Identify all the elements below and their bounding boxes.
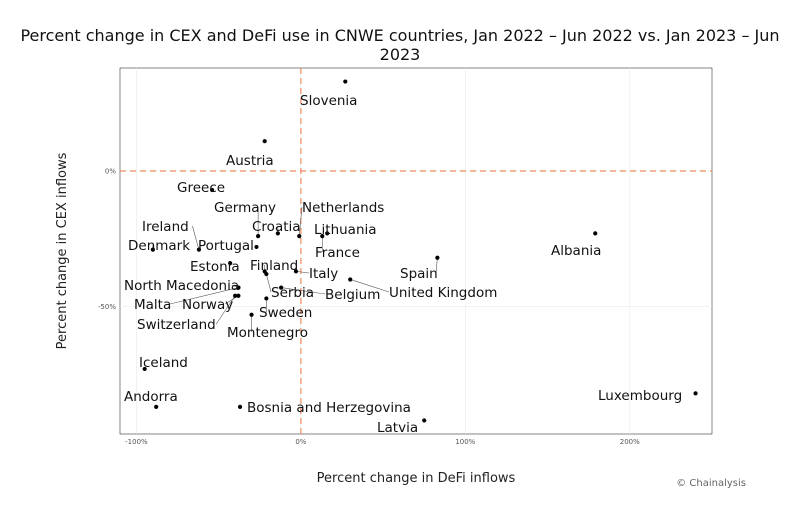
point-lithuania	[325, 231, 330, 236]
point-label-finland: Finland	[250, 258, 298, 274]
point-label-serbia: Serbia	[271, 285, 314, 301]
point-label-bosnia-and-herzegovina: Bosnia and Herzegovina	[247, 400, 411, 416]
point-label-latvia: Latvia	[377, 420, 418, 436]
point-label-spain: Spain	[400, 266, 438, 282]
point-label-luxembourg: Luxembourg	[598, 388, 682, 404]
x-tick-label: -100%	[125, 438, 148, 446]
leader-line-italy	[295, 271, 310, 274]
point-label-portugal: Portugal	[198, 238, 254, 254]
x-tick-label: 0%	[295, 438, 306, 446]
point-label-greece: Greece	[177, 180, 225, 196]
point-label-slovenia: Slovenia	[300, 93, 357, 109]
leader-line-spain	[435, 257, 438, 274]
y-tick-label: -50%	[98, 303, 116, 311]
point-spain	[435, 255, 440, 260]
leader-line-netherlands	[298, 206, 303, 237]
point-label-estonia: Estonia	[190, 259, 240, 275]
point-andorra	[154, 404, 159, 409]
point-label-montenegro: Montenegro	[227, 325, 308, 341]
point-malta	[236, 285, 241, 290]
point-netherlands	[297, 233, 302, 239]
point-portugal	[254, 244, 259, 250]
x-tick-label: 100%	[455, 438, 475, 446]
point-sweden	[264, 296, 269, 301]
point-france	[320, 233, 325, 239]
point-label-andorra: Andorra	[124, 389, 178, 405]
point-ireland	[196, 247, 202, 252]
y-tick-label: 0%	[105, 168, 116, 176]
point-serbia	[264, 271, 269, 277]
point-norway	[236, 293, 241, 298]
point-croatia	[275, 231, 280, 236]
tick-labels: -100% 0% 100% 200% 0% -50%	[98, 168, 640, 446]
leader-line-belgium	[281, 287, 326, 295]
point-label-italy: Italy	[309, 266, 338, 282]
point-label-united-kingdom: United Kingdom	[389, 285, 497, 301]
point-label-albania: Albania	[551, 243, 601, 259]
point-belgium	[279, 285, 284, 290]
point-denmark	[150, 247, 155, 252]
point-label-denmark: Denmark	[128, 238, 190, 254]
point-austria	[262, 139, 267, 144]
point-montenegro	[249, 312, 254, 317]
leader-line-united-kingdom	[350, 279, 390, 293]
source-credit: © Chainalysis	[676, 478, 746, 489]
x-axis-title: Percent change in DeFi inflows	[317, 471, 516, 486]
point-switzerland	[233, 293, 238, 298]
point-label-norway: Norway	[182, 297, 233, 313]
x-tick-label: 200%	[620, 438, 640, 446]
point-albania	[593, 231, 598, 236]
point-label-france: France	[315, 245, 360, 261]
data-points	[142, 79, 698, 423]
point-label-netherlands: Netherlands	[302, 200, 384, 216]
point-iceland	[142, 366, 147, 372]
leader-line-ireland	[192, 225, 200, 250]
point-label-austria: Austria	[226, 153, 274, 169]
point-label-croatia: Croatia	[252, 219, 301, 235]
point-bosnia-and-herzegovina	[237, 404, 243, 409]
leader-line-serbia	[266, 273, 272, 293]
point-label-iceland: Iceland	[139, 355, 188, 371]
reference-lines	[120, 68, 712, 434]
point-label-lithuania: Lithuania	[314, 222, 377, 238]
point-luxembourg	[693, 391, 698, 396]
y-axis-title: Percent change in CEX inflows	[55, 152, 70, 349]
point-label-germany: Germany	[214, 200, 276, 216]
point-label-sweden: Sweden	[259, 305, 312, 321]
point-italy	[293, 269, 299, 274]
plot-panel	[119, 67, 713, 435]
point-slovenia	[343, 79, 348, 84]
point-label-switzerland: Switzerland	[137, 317, 216, 333]
chart-title: Percent change in CEX and DeFi use in CN…	[20, 26, 780, 64]
point-greece	[209, 187, 215, 193]
point-label-north-macedonia: North Macedonia	[124, 278, 239, 294]
point-estonia	[228, 261, 233, 266]
point-label-ireland: Ireland	[142, 219, 189, 235]
point-label-belgium: Belgium	[325, 287, 380, 303]
point-united-kingdom	[348, 277, 353, 282]
leader-line-malta	[169, 287, 239, 305]
point-germany	[256, 233, 261, 239]
point-latvia	[422, 418, 427, 423]
point-label-malta: Malta	[134, 297, 171, 313]
leader-line-switzerland	[215, 295, 236, 325]
